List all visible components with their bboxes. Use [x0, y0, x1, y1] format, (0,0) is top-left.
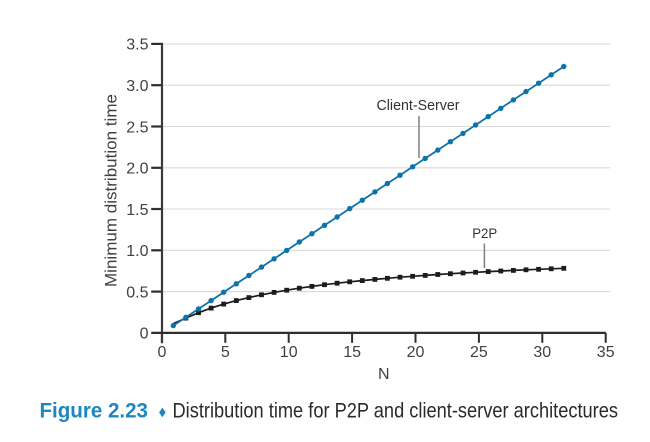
- svg-text:20: 20: [407, 344, 425, 361]
- svg-text:Minimum distribution time: Minimum distribution time: [102, 94, 121, 287]
- svg-text:1.5: 1.5: [126, 202, 148, 219]
- svg-text:5: 5: [221, 344, 230, 361]
- svg-text:35: 35: [597, 344, 615, 361]
- svg-text:0: 0: [157, 344, 166, 361]
- svg-text:N: N: [378, 366, 390, 383]
- svg-text:1.0: 1.0: [126, 243, 148, 260]
- svg-text:Client-Server: Client-Server: [377, 98, 460, 114]
- svg-text:30: 30: [533, 344, 551, 361]
- svg-text:0.5: 0.5: [126, 284, 148, 301]
- svg-text:2.5: 2.5: [126, 119, 148, 136]
- svg-text:25: 25: [470, 344, 488, 361]
- svg-text:Distribution time for P2P and: Distribution time for P2P and client-ser…: [173, 400, 619, 423]
- svg-text:P2P: P2P: [472, 225, 497, 241]
- svg-text:Figure 2.23: Figure 2.23: [40, 400, 149, 423]
- svg-text:3.5: 3.5: [126, 37, 148, 54]
- svg-text:2.0: 2.0: [126, 161, 148, 178]
- svg-text:15: 15: [343, 344, 361, 361]
- svg-text:0: 0: [140, 326, 149, 343]
- svg-text:3.0: 3.0: [126, 78, 148, 95]
- svg-text:10: 10: [280, 344, 298, 361]
